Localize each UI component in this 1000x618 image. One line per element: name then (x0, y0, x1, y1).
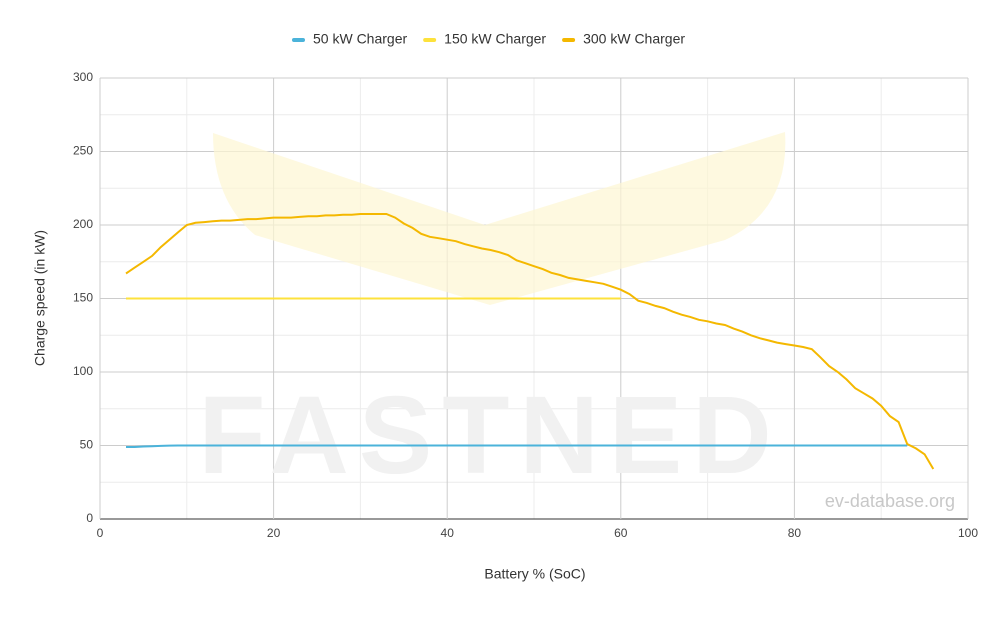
series-line (126, 444, 908, 448)
y-axis-label: Charge speed (in kW) (32, 230, 48, 366)
y-tick-label: 50 (80, 438, 94, 452)
x-tick-label: 20 (267, 526, 281, 540)
source: ev-database.org (825, 491, 955, 511)
y-tick-label: 300 (73, 70, 93, 84)
y-tick-label: 150 (73, 291, 93, 305)
series-line (125, 213, 935, 470)
y-tick-label: 250 (73, 144, 93, 158)
legend-label: 50 kW Charger (313, 31, 407, 47)
y-tick-label: 100 (73, 364, 93, 378)
x-tick-label: 0 (97, 526, 104, 540)
legend-swatch (423, 38, 437, 42)
logo-watermark (213, 132, 786, 305)
watermark: FASTNED (198, 374, 781, 497)
x-tick-label: 80 (788, 526, 802, 540)
x-tick-label: 100 (958, 526, 978, 540)
legend-swatch (292, 38, 305, 42)
y-tick-label: 200 (73, 217, 93, 231)
legend-swatch (562, 38, 576, 42)
x-axis-label: Battery % (SoC) (484, 566, 585, 582)
legend-label: 300 kW Charger (583, 31, 685, 47)
x-tick-label: 60 (614, 526, 628, 540)
x-tick-label: 40 (441, 526, 455, 540)
legend-label: 150 kW Charger (444, 31, 546, 47)
y-tick-label: 0 (86, 511, 93, 525)
